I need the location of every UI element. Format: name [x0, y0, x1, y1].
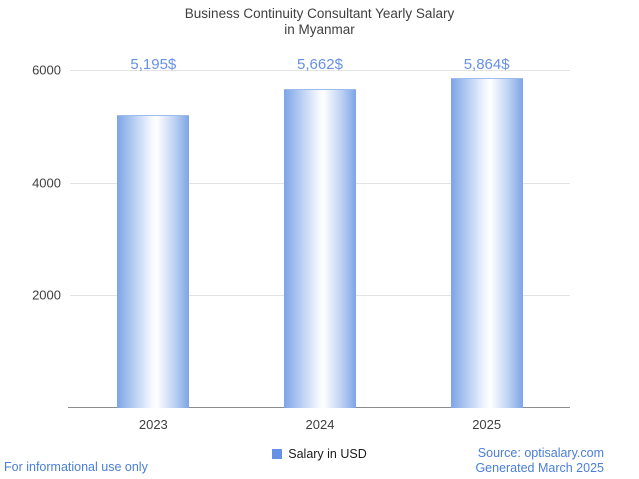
x-axis-label-2025: 2025	[472, 417, 502, 432]
bar-value-label: 5,662$	[297, 56, 343, 73]
bar-value-label: 5,864$	[463, 56, 510, 73]
bar-value-label: 5,195$	[130, 56, 177, 73]
y-tick-2000: 2000	[32, 287, 61, 303]
bar-2024	[283, 89, 356, 408]
x-axis-label-2023: 2023	[138, 417, 168, 432]
source-link[interactable]: Source: optisalary.com	[477, 446, 604, 460]
legend-label-salary: Salary in USD	[288, 447, 367, 461]
gridline-6000	[70, 70, 570, 71]
y-tick-4000: 4000	[32, 175, 61, 191]
legend: Salary in USD	[0, 447, 639, 461]
bar-group-2024: 5,662$ 2024	[237, 56, 404, 432]
y-tick-6000: 6000	[32, 62, 61, 78]
footer-source-block: Source: optisalary.com Generated March 2…	[475, 446, 604, 476]
generated-date: Generated March 2025	[475, 461, 604, 475]
legend-swatch-salary	[272, 449, 283, 459]
bar-group-2023: 5,195$ 2023	[70, 56, 237, 432]
disclaimer-text: For informational use only	[4, 460, 148, 474]
bar-2025	[450, 77, 523, 408]
chart-title: Business Continuity Consultant Yearly Sa…	[0, 6, 639, 38]
chart-title-line2: in Myanmar	[284, 22, 355, 37]
bar-2023	[117, 115, 190, 408]
x-axis-label-2024: 2024	[305, 417, 335, 432]
plot-area: 6000 4000 2000 5,195$ 2023 5,662$ 2024 5…	[32, 56, 570, 432]
chart-title-line1: Business Continuity Consultant Yearly Sa…	[184, 6, 455, 21]
bar-group-2025: 5,864$ 2025	[403, 56, 570, 432]
